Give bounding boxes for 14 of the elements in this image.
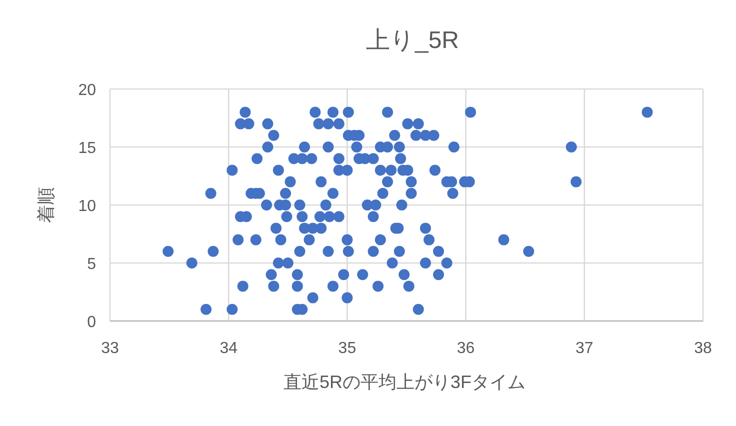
- x-tick-label: 36: [456, 340, 475, 357]
- y-tick-label: 5: [87, 256, 96, 273]
- y-tick-label: 20: [78, 82, 96, 99]
- x-tick-label: 33: [101, 340, 119, 357]
- y-tick-label: 0: [87, 314, 96, 331]
- x-tick-label: 38: [694, 340, 712, 357]
- y-tick-label: 10: [78, 198, 96, 215]
- y-tick-label: 15: [78, 140, 96, 157]
- x-axis-title: 直近5Rの平均上がり3Fタイム: [283, 372, 526, 392]
- y-axis-title: 着順: [36, 187, 56, 223]
- x-tick-label: 37: [576, 340, 594, 357]
- chart-title: 上り_5R: [366, 27, 460, 54]
- x-tick-label: 34: [220, 340, 238, 357]
- x-tick-label: 35: [338, 340, 356, 357]
